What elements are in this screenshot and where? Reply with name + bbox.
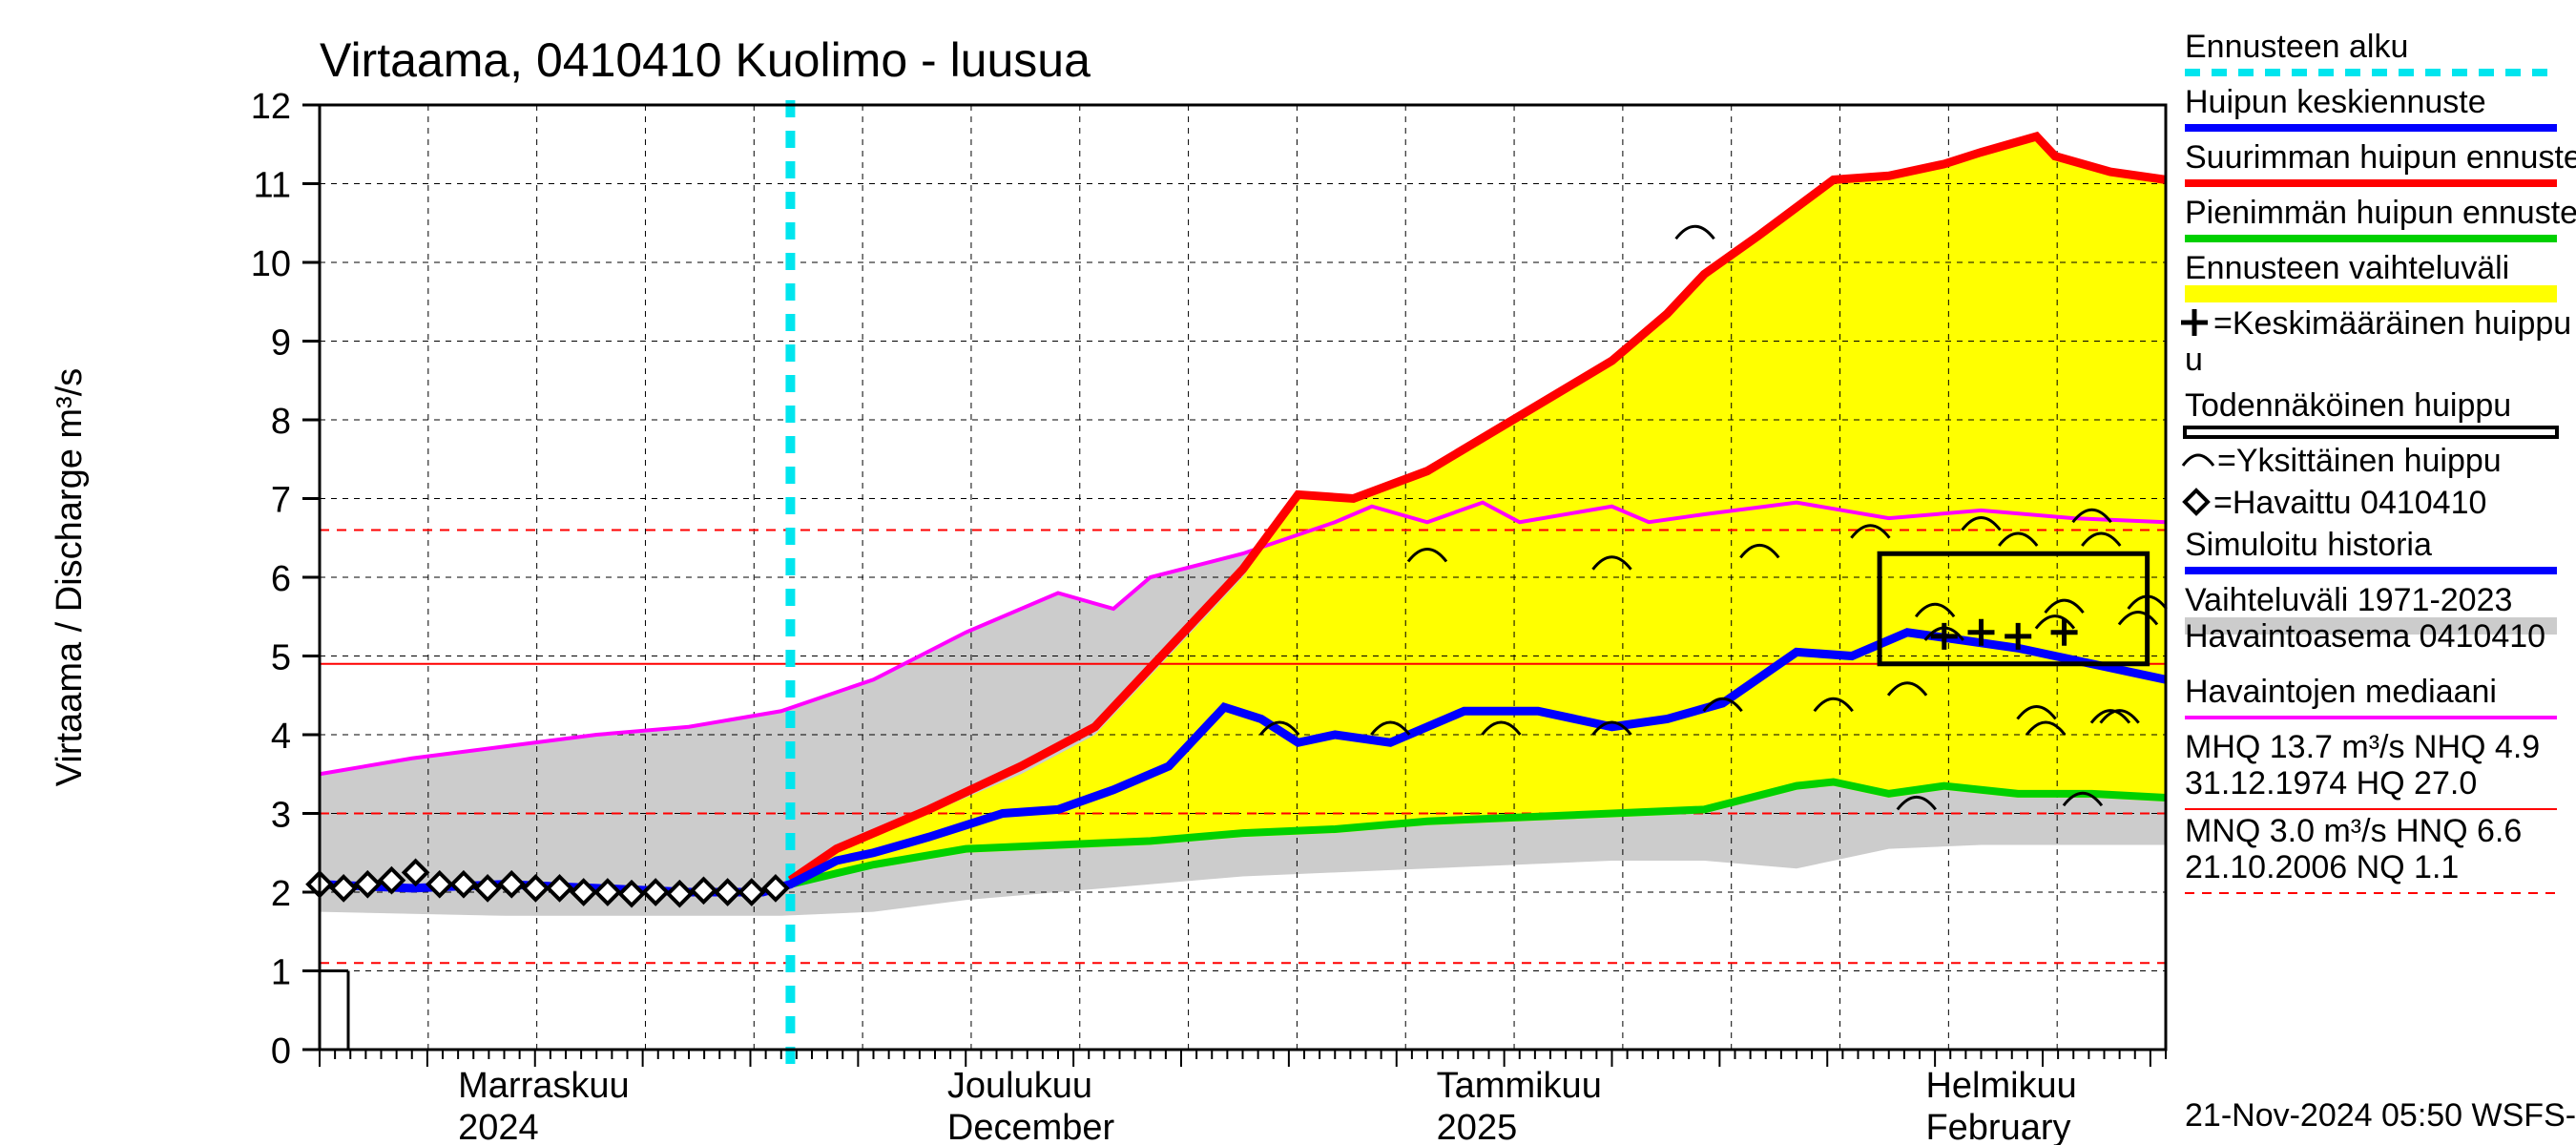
ytick-label: 5 [271,638,291,678]
legend-label: MHQ 13.7 m³/s NHQ 4.9 [2185,729,2540,765]
xtick-label-en: 2025 [1437,1108,1518,1145]
xtick-label-fi: Joulukuu [947,1066,1092,1106]
footer-timestamp: 21-Nov-2024 05:50 WSFS-O [2185,1097,2576,1134]
ytick-label: 2 [271,874,291,914]
ytick-label: 11 [254,166,291,206]
ytick-label: 6 [271,559,291,599]
legend-label: Ennusteen vaihteluväli [2185,250,2509,286]
ytick-label: 1 [271,953,291,993]
legend-sample [2185,490,2208,513]
ytick-label: 8 [271,402,291,442]
legend-label: =Keskimääräinen huippu [2213,305,2571,342]
ytick-label: 3 [271,796,291,836]
ytick-label: 10 [251,244,291,284]
xtick-label-en: 2024 [458,1108,539,1145]
xtick-label-fi: Tammikuu [1437,1066,1602,1106]
peak-arc-marker [1676,226,1714,239]
legend-label: Simuloitu historia [2185,527,2432,563]
ytick-label: 0 [271,1031,291,1072]
legend-label: Havaintojen mediaani [2185,674,2497,710]
legend-label: =Havaittu 0410410 [2213,485,2486,521]
legend-label: 21.10.2006 NQ 1.1 [2185,849,2459,885]
xtick-label-fi: Marraskuu [458,1066,630,1106]
legend-label: u [2185,342,2203,378]
legend-label: Ennusteen alku [2185,29,2408,65]
chart-title: Virtaama, 0410410 Kuolimo - luusua [320,33,1091,87]
ytick-label: 4 [271,717,291,757]
xtick-label-en: December [947,1108,1115,1145]
legend-label: Suurimman huipun ennuste [2185,139,2576,176]
discharge-forecast-chart: 0123456789101112Marraskuu2024JoulukuuDec… [0,0,2576,1145]
legend-label: 31.12.1974 HQ 27.0 [2185,765,2477,802]
legend-label: MNQ 3.0 m³/s HNQ 6.6 [2185,813,2522,849]
legend-label: Vaihteluväli 1971-2023 [2185,582,2512,618]
legend-label: Todennäköinen huippu [2185,387,2511,424]
legend-sample [2183,455,2213,466]
legend-label: Pienimmän huipun ennuste [2185,195,2576,231]
ytick-label: 12 [251,87,291,127]
ytick-label: 7 [271,481,291,521]
ylabel: Virtaama / Discharge m³/s [50,368,90,787]
xtick-label-fi: Helmikuu [1925,1066,2076,1106]
legend-sample [2185,427,2557,437]
ytick-label: 9 [271,323,291,364]
xtick-label-en: February [1925,1108,2070,1145]
legend-label: Huipun keskiennuste [2185,84,2486,120]
legend-label: Havaintoasema 0410410 [2185,618,2545,655]
legend-label: =Yksittäinen huippu [2217,443,2502,479]
